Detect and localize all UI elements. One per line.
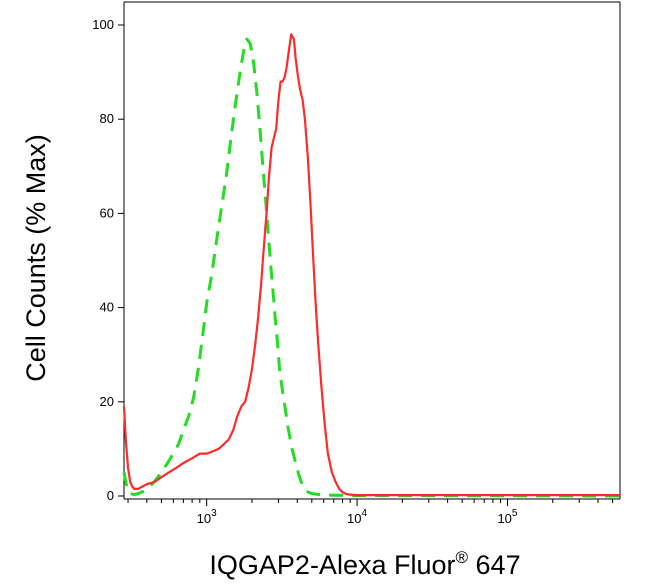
series-line-dashed xyxy=(122,37,621,498)
y-tick-label: 0 xyxy=(107,488,114,503)
y-tick-label: 100 xyxy=(92,17,114,32)
series-line-solid xyxy=(122,33,620,497)
plot-series xyxy=(122,33,621,498)
axes xyxy=(123,1,621,500)
x-axis-title-main: IQGAP2-Alexa Fluor xyxy=(209,550,455,580)
x-tick-label: 103 xyxy=(197,508,217,526)
y-tick-label: 40 xyxy=(100,300,114,315)
x-tick-label: 105 xyxy=(497,508,517,526)
y-axis-title: Cell Counts (% Max) xyxy=(21,134,51,382)
x-tick-label: 104 xyxy=(347,508,367,526)
y-axis-ticks: 0 20 40 60 80 100 xyxy=(92,17,124,503)
y-tick-label: 20 xyxy=(100,394,114,409)
x-axis-title: IQGAP2-Alexa Fluor® 647 xyxy=(209,548,520,580)
x-axis-title-tail: 647 xyxy=(468,550,521,580)
y-tick-label: 80 xyxy=(100,111,114,126)
x-axis-title-registered-mark: ® xyxy=(456,548,469,567)
y-tick-label: 60 xyxy=(100,205,114,220)
x-axis-ticks: 103 104 105 xyxy=(127,499,614,526)
